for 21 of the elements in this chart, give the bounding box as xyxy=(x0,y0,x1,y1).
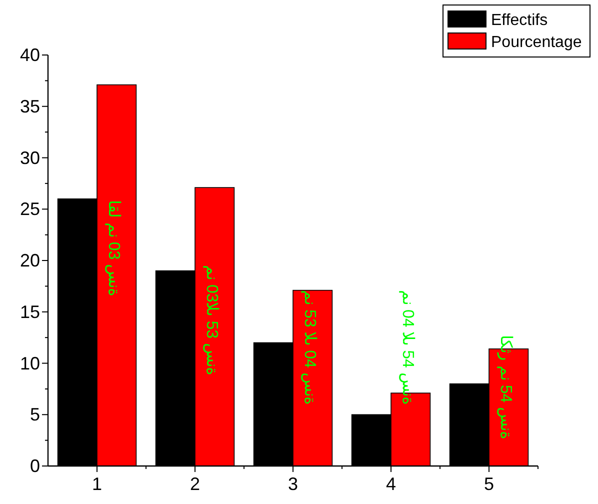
y-tick-label: 40 xyxy=(20,45,40,65)
y-tick-label: 35 xyxy=(20,96,40,116)
annotation: اكثر من 54 سنة xyxy=(496,335,514,440)
legend-label: Effectifs xyxy=(491,12,548,29)
x-tick-label: 2 xyxy=(190,474,200,494)
y-tick-label: 20 xyxy=(20,250,40,270)
y-tick-label: 30 xyxy=(20,148,40,168)
y-tick-label: 15 xyxy=(20,302,40,322)
annotation: من 04 الى 54 سنة xyxy=(398,290,416,404)
annotation: من 53 الى 04 سنة xyxy=(300,290,318,404)
x-tick-label: 3 xyxy=(288,474,298,494)
x-tick-label: 5 xyxy=(484,474,494,494)
y-tick-label: 5 xyxy=(30,404,40,425)
annotation: اقل من 03 سنة xyxy=(104,200,122,296)
legend-label: Pourcentage xyxy=(491,34,582,51)
x-tick-label: 4 xyxy=(386,474,396,494)
y-tick-label: 0 xyxy=(30,456,40,476)
y-tick-label: 25 xyxy=(20,199,40,220)
x-tick-label: 1 xyxy=(92,474,102,494)
y-tick-label: 10 xyxy=(20,353,40,374)
annotation: من 03الى 53 سنة xyxy=(202,265,220,375)
